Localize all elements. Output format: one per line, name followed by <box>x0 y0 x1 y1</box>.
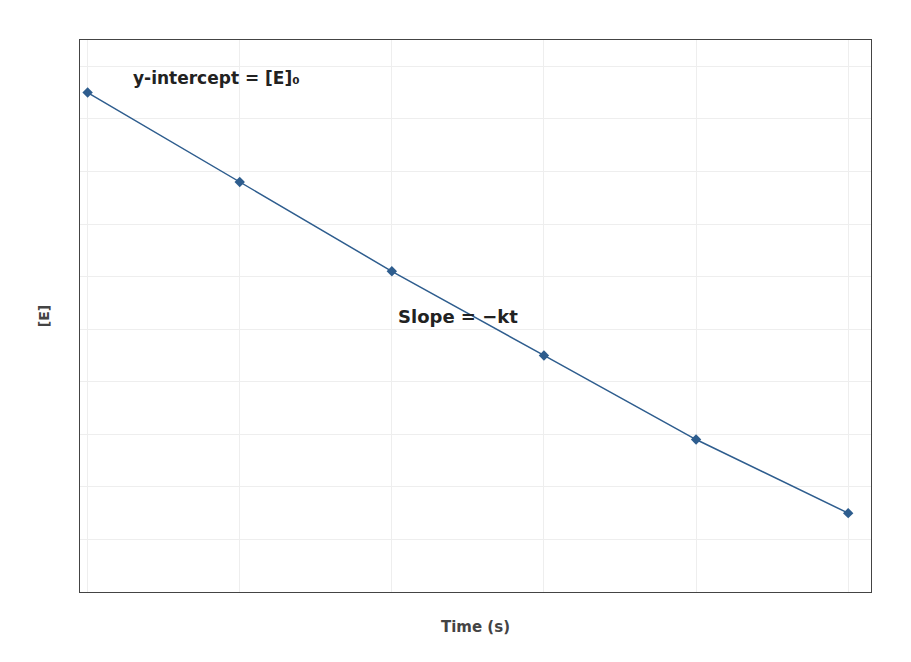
svg-text:y-intercept = [E]₀: y-intercept = [E]₀ <box>133 68 300 88</box>
svg-text:[E]: [E] <box>36 305 52 327</box>
svg-text:Time (s): Time (s) <box>441 618 510 636</box>
svg-text:Slope = −kt: Slope = −kt <box>398 306 518 327</box>
